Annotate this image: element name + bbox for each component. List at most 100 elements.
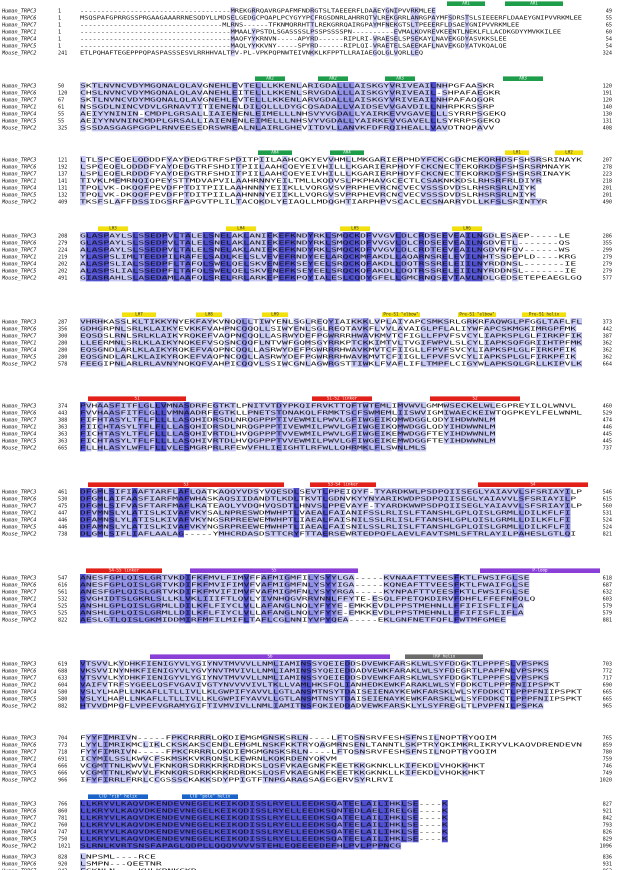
conservation-shade	[144, 117, 151, 125]
conservation-shade	[161, 89, 168, 97]
conservation-shade	[313, 82, 320, 90]
conservation-shade	[201, 516, 207, 524]
conservation-shade	[307, 574, 314, 582]
conservation-shade	[132, 96, 139, 104]
conservation-shade	[511, 574, 518, 582]
conservation-shade	[506, 488, 513, 496]
conservation-shade	[360, 124, 367, 132]
conservation-shade	[155, 807, 162, 815]
conservation-shade	[371, 260, 378, 268]
conservation-shade	[489, 353, 496, 361]
conservation-shade	[245, 695, 252, 703]
conservation-shade	[125, 748, 132, 756]
conservation-shade	[328, 163, 334, 171]
conservation-shade	[247, 488, 254, 496]
conservation-shade	[103, 821, 110, 829]
end-position: 765	[603, 735, 612, 741]
conservation-shade	[412, 246, 419, 254]
conservation-shade	[266, 124, 273, 132]
conservation-shade	[459, 274, 466, 282]
conservation-shade	[287, 430, 294, 438]
conservation-shade	[401, 602, 407, 610]
conservation-shade	[149, 509, 156, 517]
end-position: 821	[603, 532, 612, 538]
conservation-shade	[501, 163, 508, 171]
conservation-shade	[185, 103, 191, 111]
conservation-shade	[460, 523, 467, 531]
conservation-shade	[151, 681, 158, 689]
conservation-shade	[328, 681, 334, 689]
species-label: Human_TRPC5	[1, 119, 36, 125]
conservation-shade	[319, 588, 326, 596]
conservation-shade	[331, 588, 337, 596]
conservation-shade	[459, 239, 466, 247]
conservation-shade	[108, 769, 115, 777]
sequence-row: ANESFGPLQISLGRTVKDIFKFMVIFIMVFVAFMIGMFNL…	[80, 582, 530, 588]
conservation-shade	[241, 502, 248, 510]
conservation-shade	[273, 755, 280, 763]
conservation-shade	[120, 828, 127, 836]
conservation-shade	[125, 755, 132, 763]
sequence-row: VKSVVINYNHKFIENIGYVLYGVYNVTMVIVLLNMLIAMI…	[80, 668, 549, 674]
conservation-shade	[168, 667, 174, 675]
conservation-shade	[126, 800, 133, 808]
conservation-shade	[388, 660, 395, 668]
conservation-shade	[345, 184, 352, 192]
conservation-shade	[472, 509, 479, 517]
conservation-shade	[109, 609, 116, 617]
conservation-shade	[214, 581, 221, 589]
conservation-shade	[201, 423, 207, 431]
conservation-shade	[391, 488, 398, 496]
conservation-shade	[290, 82, 297, 90]
conservation-shade	[115, 807, 121, 815]
conservation-shade	[524, 346, 531, 354]
conservation-shade	[202, 239, 209, 247]
conservation-shade	[499, 667, 505, 675]
conservation-shade	[97, 423, 104, 431]
sequence-row: SLRNLKVRTSNSFAPAGLQDPLLQQQVVVVSTEHLEQEEE…	[80, 844, 401, 850]
conservation-shade	[202, 274, 209, 282]
conservation-shade	[243, 602, 250, 610]
conservation-shade	[143, 502, 150, 510]
conservation-shade	[464, 14, 470, 22]
conservation-shade	[249, 267, 256, 275]
conservation-shade	[300, 667, 307, 675]
conservation-shade	[218, 416, 225, 424]
conservation-shade	[273, 776, 280, 784]
conservation-shade	[235, 339, 242, 347]
conservation-shade	[212, 660, 218, 668]
conservation-shade	[328, 332, 334, 340]
conservation-shade	[120, 588, 127, 596]
conservation-shade	[350, 702, 356, 710]
conservation-shade	[231, 581, 238, 589]
sequence-row: ------------------------------------MREK…	[80, 8, 436, 14]
conservation-shade	[260, 232, 267, 240]
conservation-shade	[420, 332, 427, 340]
conservation-shade	[167, 82, 174, 90]
conservation-shade	[389, 267, 396, 275]
conservation-shade	[114, 163, 121, 171]
species-label: Human_TRPC1	[1, 30, 36, 36]
conservation-shade	[103, 239, 110, 247]
conservation-shade	[195, 402, 202, 410]
conservation-shade	[436, 574, 442, 582]
conservation-shade	[190, 581, 197, 589]
conservation-shade	[91, 232, 98, 240]
conservation-shade	[385, 416, 392, 424]
conservation-shade	[494, 602, 501, 610]
conservation-shade	[420, 177, 427, 185]
conservation-shade	[333, 423, 340, 431]
conservation-shade	[501, 488, 508, 496]
species-label: Human_TRPC5	[1, 193, 36, 199]
conservation-shade	[195, 667, 202, 675]
conservation-shade	[281, 516, 288, 524]
conservation-shade	[201, 523, 207, 531]
conservation-shade	[120, 444, 127, 452]
conservation-shade	[262, 776, 269, 784]
conservation-shade	[436, 602, 442, 610]
conservation-shade	[167, 842, 174, 850]
conservation-shade	[420, 502, 427, 510]
conservation-shade	[172, 509, 179, 517]
conservation-shade	[284, 581, 291, 589]
conservation-shade	[151, 667, 158, 675]
